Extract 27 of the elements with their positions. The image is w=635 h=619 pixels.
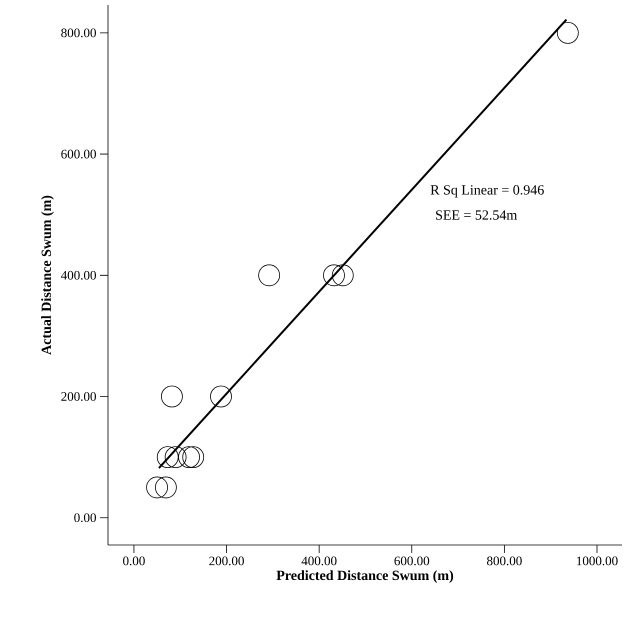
y-tick-label: 0.00 — [74, 513, 96, 522]
point — [556, 22, 579, 44]
point — [182, 446, 204, 468]
x-tick-label: 800.00 — [487, 556, 522, 566]
point — [146, 476, 168, 498]
annotation: SEE = 52.54m — [436, 210, 518, 220]
annotation: R Sq Linear = 0.946 — [430, 185, 544, 198]
point — [154, 476, 177, 498]
y-tick-label: 400.00 — [60, 270, 96, 280]
point — [332, 264, 354, 286]
point — [210, 386, 232, 408]
y-tick-label: 800.00 — [61, 28, 96, 38]
x-axis-title: Predicted Distance Swum (m) — [276, 570, 454, 583]
x-tick-label: 1000.00 — [577, 556, 618, 566]
y-axis-title: Actual Distance Swum (m) — [41, 196, 54, 355]
y-tick-label: 600.00 — [61, 150, 96, 159]
x-tick-label: 600.00 — [394, 556, 430, 566]
x-tick-label: 200.00 — [209, 556, 244, 566]
point — [164, 446, 187, 468]
point — [178, 446, 200, 468]
point — [323, 264, 345, 286]
point — [156, 446, 179, 468]
y-tick-label: 200.00 — [61, 392, 96, 401]
x-tick-label: 400.00 — [302, 556, 337, 566]
x-tick-label: 0.00 — [123, 556, 145, 566]
point — [258, 264, 280, 286]
point — [161, 386, 183, 408]
